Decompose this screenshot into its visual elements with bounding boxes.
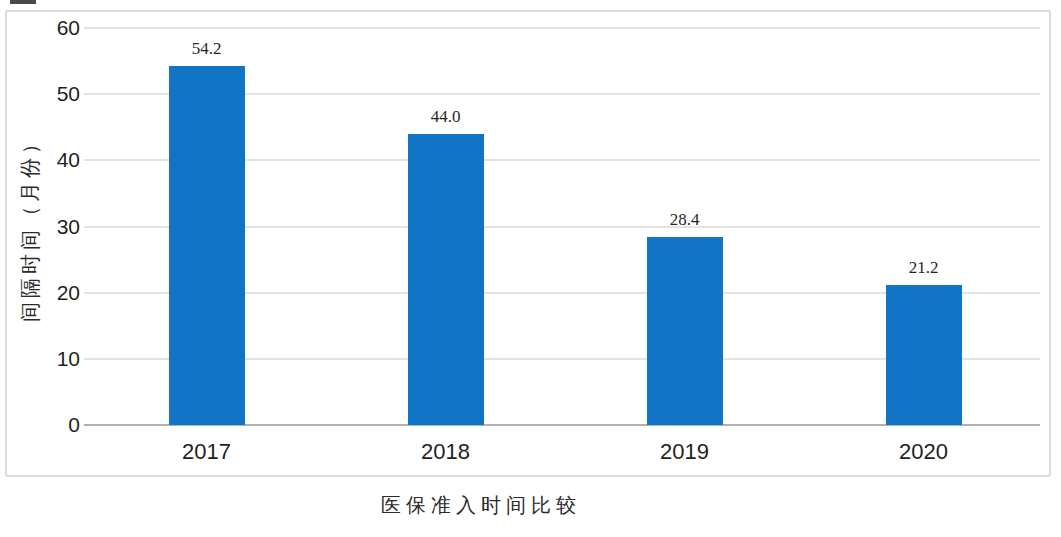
chart-title: 医保准入时间比较 — [0, 492, 962, 519]
bar-value-label-2019: 28.4 — [625, 209, 745, 231]
y-gridline-60 — [84, 27, 1040, 29]
x-tick-label-2020: 2020 — [854, 439, 994, 465]
plot-area: 54.2201744.0201828.4201921.22020 — [84, 28, 1040, 425]
bar-value-label-2020: 21.2 — [864, 257, 984, 279]
y-tick-label-60: 60 — [0, 15, 80, 41]
y-tick-label-0: 0 — [0, 412, 80, 438]
bar-2017 — [169, 66, 245, 425]
bar-2018 — [408, 134, 484, 425]
y-tick-label-50: 50 — [0, 81, 80, 107]
x-tick-label-2017: 2017 — [137, 439, 277, 465]
y-tick-label-10: 10 — [0, 346, 80, 372]
y-axis-title: 间隔时间（月份） — [17, 130, 44, 322]
chart-screenshot: 0102030405060 54.2201744.0201828.4201921… — [0, 0, 1061, 537]
screenshot-crop-artifact — [10, 0, 36, 4]
x-tick-label-2018: 2018 — [376, 439, 516, 465]
bar-value-label-2017: 54.2 — [147, 38, 267, 60]
bar-2020 — [886, 285, 962, 425]
x-tick-label-2019: 2019 — [615, 439, 755, 465]
bar-value-label-2018: 44.0 — [386, 106, 506, 128]
bar-2019 — [647, 237, 723, 425]
